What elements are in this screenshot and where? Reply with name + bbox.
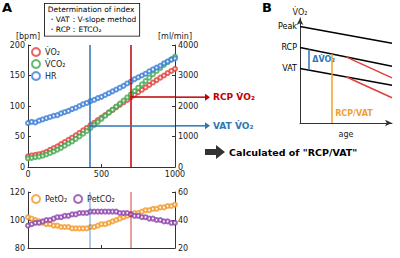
svg-text:0: 0 (25, 170, 30, 179)
svg-text:50: 50 (15, 132, 25, 141)
svg-text:PetCO₂: PetCO₂ (87, 195, 115, 204)
svg-text:1000: 1000 (178, 132, 198, 141)
svg-text:[bpm]: [bpm] (16, 32, 40, 41)
svg-text:4000: 4000 (178, 41, 198, 50)
svg-text:Determination of index: Determination of index (48, 5, 135, 14)
svg-text:3000: 3000 (178, 71, 198, 80)
svg-text:RCP: RCP (281, 43, 297, 52)
svg-text:V̇O₂: V̇O₂ (45, 46, 60, 56)
svg-text:[ml/min]: [ml/min] (158, 32, 192, 41)
svg-text:40: 40 (178, 216, 188, 225)
svg-text:200: 200 (10, 41, 25, 50)
svg-text:120: 120 (10, 188, 25, 197)
svg-text:2000: 2000 (178, 102, 198, 111)
svg-text:・VAT：V-slope method: ・VAT：V-slope method (48, 15, 137, 24)
svg-text:VAT V̇O₂: VAT V̇O₂ (213, 120, 254, 131)
svg-text:A: A (2, 0, 12, 15)
svg-text:RCP/VAT: RCP/VAT (335, 109, 373, 118)
svg-text:B: B (262, 0, 272, 15)
svg-text:80: 80 (15, 244, 25, 253)
svg-text:500: 500 (94, 170, 109, 179)
svg-text:60: 60 (178, 188, 188, 197)
svg-text:100: 100 (10, 102, 25, 111)
svg-text:100: 100 (10, 216, 25, 225)
svg-text:HR: HR (45, 72, 57, 81)
svg-text:1000: 1000 (165, 170, 185, 179)
svg-text:150: 150 (10, 71, 25, 80)
svg-text:VAT: VAT (282, 64, 297, 73)
svg-text:Calculated of "RCP/VAT": Calculated of "RCP/VAT" (229, 147, 357, 158)
svg-text:ΔV̇O₂: ΔV̇O₂ (312, 55, 335, 65)
svg-text:・RCP：ETCO₂: ・RCP：ETCO₂ (48, 25, 102, 34)
svg-text:Peak: Peak (278, 22, 297, 31)
svg-text:RCP V̇O₂: RCP V̇O₂ (213, 92, 255, 103)
svg-text:age: age (339, 130, 354, 139)
svg-text:V̇O₂: V̇O₂ (293, 6, 308, 16)
svg-text:PetO₂: PetO₂ (45, 195, 67, 204)
svg-text:0: 0 (178, 162, 184, 172)
svg-text:0: 0 (20, 163, 25, 172)
svg-text:20: 20 (178, 244, 188, 253)
svg-text:V̇CO₂: V̇CO₂ (45, 58, 66, 68)
